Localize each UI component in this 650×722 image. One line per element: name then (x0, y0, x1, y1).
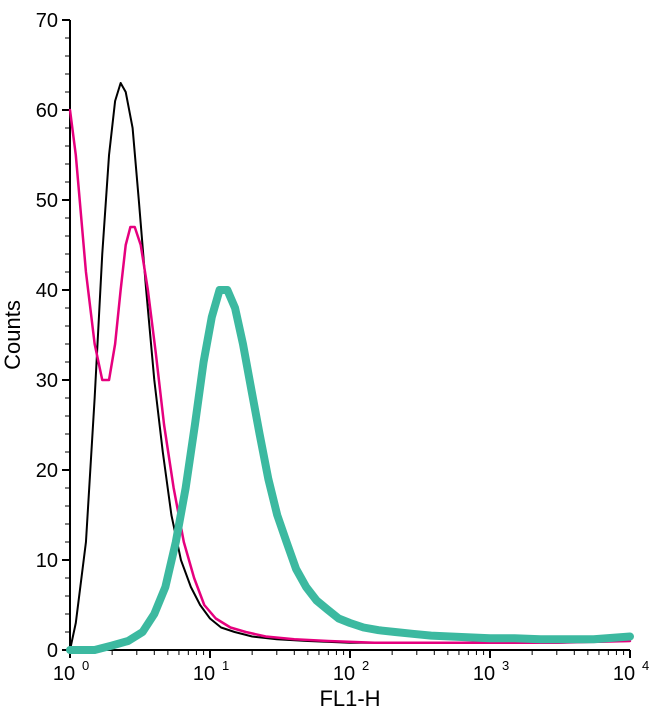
y-tick-label: 20 (36, 460, 58, 482)
svg-text:4: 4 (642, 658, 649, 673)
svg-text:2: 2 (362, 658, 369, 673)
svg-text:1: 1 (222, 658, 229, 673)
y-axis-label: Counts (0, 300, 25, 370)
svg-text:0: 0 (82, 658, 89, 673)
y-tick-label: 50 (36, 190, 58, 212)
svg-text:10: 10 (333, 663, 355, 685)
y-tick-label: 60 (36, 100, 58, 122)
y-tick-label: 10 (36, 550, 58, 572)
svg-text:10: 10 (613, 663, 635, 685)
svg-text:10: 10 (193, 663, 215, 685)
y-tick-label: 30 (36, 370, 58, 392)
svg-text:10: 10 (53, 663, 75, 685)
svg-text:10: 10 (473, 663, 495, 685)
chart-svg: 010203040506070100101102103104CountsFL1-… (0, 0, 650, 722)
y-tick-label: 40 (36, 280, 58, 302)
y-tick-label: 0 (47, 640, 58, 662)
x-axis-label: FL1-H (319, 686, 380, 711)
flow-cytometry-histogram: 010203040506070100101102103104CountsFL1-… (0, 0, 650, 722)
svg-text:3: 3 (502, 658, 509, 673)
y-tick-label: 70 (36, 10, 58, 32)
